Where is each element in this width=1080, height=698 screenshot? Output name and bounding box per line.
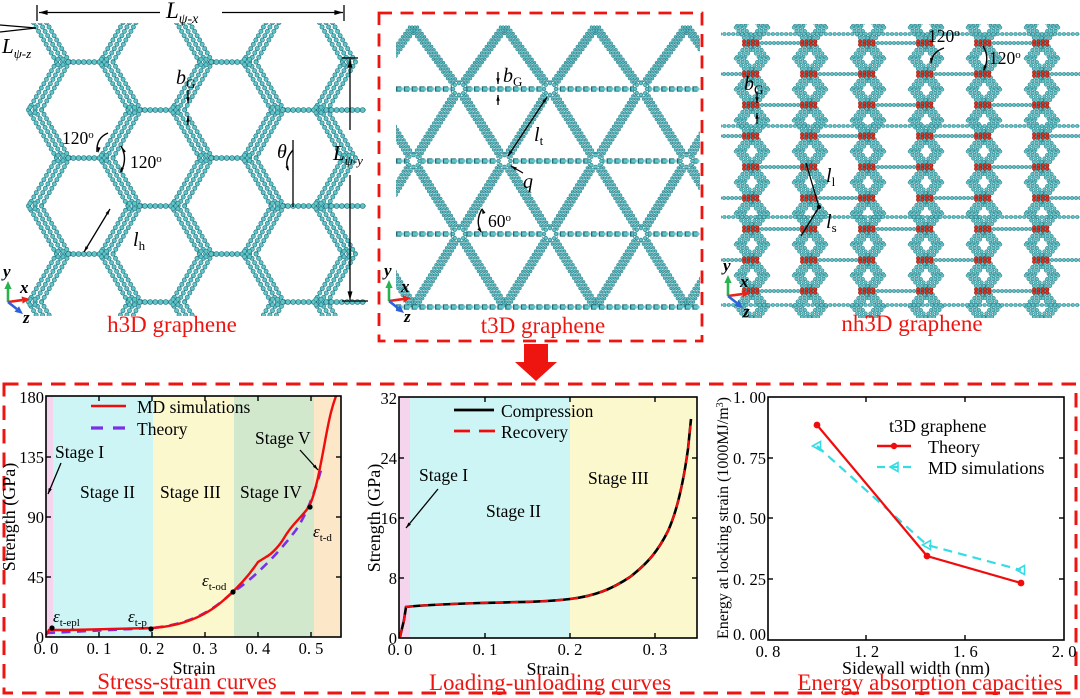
svg-text:Stage V: Stage V bbox=[255, 428, 311, 448]
svg-text:45: 45 bbox=[28, 568, 45, 587]
svg-text:y: y bbox=[1, 262, 11, 281]
svg-text:nh3D graphene: nh3D graphene bbox=[841, 311, 982, 336]
svg-text:z: z bbox=[22, 308, 30, 327]
svg-text:θ: θ bbox=[277, 141, 287, 163]
svg-text:lt: lt bbox=[534, 124, 544, 148]
svg-text:120o: 120o bbox=[130, 152, 162, 172]
svg-text:16: 16 bbox=[381, 509, 398, 528]
svg-text:Loading-unloading curves: Loading-unloading curves bbox=[429, 670, 671, 695]
svg-text:0. 2: 0. 2 bbox=[140, 639, 165, 658]
svg-text:0. 8: 0. 8 bbox=[756, 642, 781, 661]
svg-text:x: x bbox=[739, 272, 749, 291]
svg-text:ll: ll bbox=[826, 165, 836, 189]
svg-text:180: 180 bbox=[19, 388, 44, 407]
svg-text:2. 0: 2. 0 bbox=[1052, 642, 1077, 661]
svg-text:90: 90 bbox=[28, 508, 45, 527]
svg-text:Energy at locking strain (1000: Energy at locking strain (1000MJ/m3) bbox=[715, 397, 732, 639]
svg-text:0. 3: 0. 3 bbox=[193, 639, 218, 658]
svg-text:Stage III: Stage III bbox=[160, 482, 221, 502]
svg-text:t3D graphene: t3D graphene bbox=[889, 416, 986, 436]
svg-text:Theory: Theory bbox=[928, 437, 980, 457]
svg-text:0. 00: 0. 00 bbox=[733, 625, 766, 644]
svg-text:Stage I: Stage I bbox=[419, 465, 468, 485]
svg-text:x: x bbox=[19, 278, 29, 297]
svg-text:lh: lh bbox=[133, 229, 146, 253]
svg-text:Recovery: Recovery bbox=[501, 422, 568, 442]
svg-text:0. 5: 0. 5 bbox=[299, 639, 324, 658]
svg-text:0. 1: 0. 1 bbox=[87, 639, 112, 658]
svg-text:Strength (GPa): Strength (GPa) bbox=[364, 464, 385, 572]
svg-text:Stage II: Stage II bbox=[80, 482, 135, 502]
svg-text:24: 24 bbox=[381, 449, 398, 468]
svg-text:ls: ls bbox=[826, 211, 837, 235]
svg-text:120o: 120o bbox=[989, 48, 1021, 68]
svg-text:32: 32 bbox=[381, 389, 398, 408]
svg-text:Stress-strain curves: Stress-strain curves bbox=[97, 669, 277, 694]
svg-text:Energy absorption capacities: Energy absorption capacities bbox=[797, 670, 1062, 695]
svg-text:120o: 120o bbox=[928, 26, 960, 46]
svg-text:Sidewall width (nm): Sidewall width (nm) bbox=[842, 658, 990, 679]
svg-text:bG: bG bbox=[503, 65, 522, 89]
svg-text:0. 2: 0. 2 bbox=[558, 640, 583, 659]
svg-text:0. 50: 0. 50 bbox=[733, 509, 766, 528]
svg-text:y: y bbox=[721, 256, 731, 275]
svg-text:Compression: Compression bbox=[501, 401, 594, 421]
svg-text:135: 135 bbox=[19, 448, 44, 467]
svg-text:1. 6: 1. 6 bbox=[953, 642, 978, 661]
svg-text:0. 1: 0. 1 bbox=[473, 640, 498, 659]
svg-text:0. 75: 0. 75 bbox=[733, 449, 766, 468]
svg-text:0. 25: 0. 25 bbox=[733, 570, 766, 589]
svg-text:Stage IV: Stage IV bbox=[240, 482, 302, 502]
svg-text:1. 2: 1. 2 bbox=[854, 642, 879, 661]
svg-text:0. 3: 0. 3 bbox=[643, 640, 668, 659]
svg-text:t3D graphene: t3D graphene bbox=[481, 313, 606, 338]
svg-text:Strength (GPa): Strength (GPa) bbox=[0, 463, 20, 571]
svg-text:Lψ-x: Lψ-x bbox=[165, 0, 199, 27]
svg-text:MD simulations: MD simulations bbox=[137, 397, 250, 417]
svg-text:Strain: Strain bbox=[527, 659, 570, 679]
svg-text:z: z bbox=[742, 302, 750, 321]
svg-text:8: 8 bbox=[389, 569, 397, 588]
svg-text:Stage II: Stage II bbox=[486, 501, 541, 521]
svg-text:x: x bbox=[400, 277, 410, 296]
svg-text:0. 0: 0. 0 bbox=[388, 640, 413, 659]
svg-text:y: y bbox=[382, 261, 392, 280]
svg-text:z: z bbox=[403, 307, 411, 326]
svg-text:Stage I: Stage I bbox=[55, 442, 104, 462]
svg-text:εt-od: εt-od bbox=[202, 571, 227, 593]
svg-text:0: 0 bbox=[389, 629, 397, 648]
svg-text:Stage III: Stage III bbox=[588, 468, 649, 488]
svg-text:q: q bbox=[523, 171, 533, 193]
svg-text:0: 0 bbox=[36, 628, 44, 647]
svg-text:h3D graphene: h3D graphene bbox=[107, 312, 237, 337]
svg-text:MD simulations: MD simulations bbox=[928, 458, 1045, 478]
svg-text:1. 00: 1. 00 bbox=[733, 388, 766, 407]
svg-text:Lψ-z: Lψ-z bbox=[1, 34, 31, 61]
svg-text:Theory: Theory bbox=[137, 419, 188, 439]
svg-text:60o: 60o bbox=[488, 211, 512, 231]
svg-text:0. 4: 0. 4 bbox=[246, 639, 271, 658]
svg-text:120o: 120o bbox=[62, 128, 94, 148]
svg-text:Strain: Strain bbox=[173, 658, 216, 678]
svg-text:0. 0: 0. 0 bbox=[34, 639, 59, 658]
